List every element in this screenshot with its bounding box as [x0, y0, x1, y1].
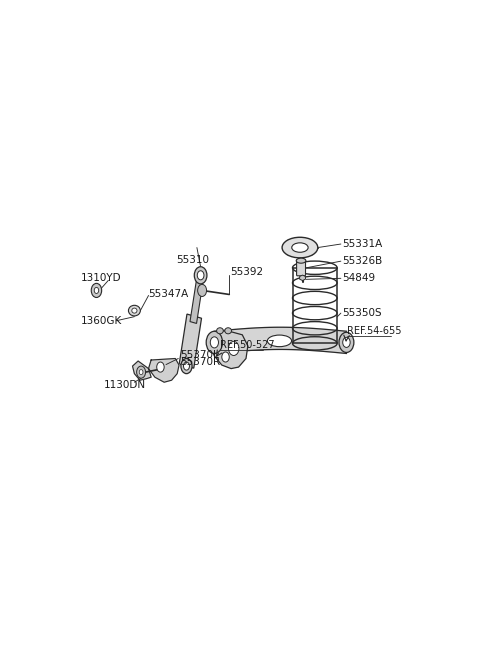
- Text: 55370L: 55370L: [180, 350, 218, 360]
- Polygon shape: [190, 274, 204, 324]
- Circle shape: [183, 362, 190, 370]
- Circle shape: [194, 267, 207, 284]
- Circle shape: [156, 362, 164, 372]
- Text: 55370R: 55370R: [180, 357, 220, 367]
- Polygon shape: [179, 314, 202, 368]
- Text: REF.50-527: REF.50-527: [220, 340, 275, 350]
- Ellipse shape: [225, 328, 231, 334]
- Text: REF.54-655: REF.54-655: [347, 326, 402, 336]
- Circle shape: [339, 332, 354, 352]
- Ellipse shape: [132, 308, 137, 313]
- Text: 55347A: 55347A: [148, 290, 189, 299]
- Text: 55310: 55310: [176, 255, 209, 265]
- Circle shape: [181, 358, 192, 373]
- Text: 1130DN: 1130DN: [104, 381, 146, 390]
- Polygon shape: [211, 331, 248, 369]
- Text: 55326B: 55326B: [342, 256, 382, 266]
- Polygon shape: [148, 358, 179, 383]
- Polygon shape: [215, 328, 347, 354]
- Polygon shape: [300, 275, 305, 280]
- Circle shape: [206, 331, 223, 354]
- Text: 55392: 55392: [230, 267, 264, 277]
- Circle shape: [210, 337, 218, 348]
- FancyBboxPatch shape: [297, 259, 305, 276]
- Circle shape: [91, 284, 102, 297]
- Polygon shape: [132, 361, 151, 380]
- Circle shape: [139, 369, 143, 375]
- Text: 55331A: 55331A: [342, 239, 382, 249]
- Text: 54849: 54849: [342, 273, 375, 284]
- Circle shape: [197, 271, 204, 280]
- Ellipse shape: [282, 237, 318, 258]
- Circle shape: [343, 337, 350, 347]
- Ellipse shape: [267, 335, 291, 346]
- Circle shape: [94, 288, 99, 293]
- Text: 1360GK: 1360GK: [81, 316, 122, 326]
- Text: 55350S: 55350S: [342, 308, 382, 318]
- Circle shape: [222, 352, 229, 362]
- Text: 1310YD: 1310YD: [81, 273, 121, 283]
- Circle shape: [198, 284, 206, 297]
- Ellipse shape: [292, 243, 308, 252]
- Ellipse shape: [129, 305, 140, 316]
- Ellipse shape: [216, 328, 223, 334]
- Circle shape: [228, 341, 239, 356]
- Circle shape: [137, 366, 145, 378]
- Ellipse shape: [296, 258, 306, 263]
